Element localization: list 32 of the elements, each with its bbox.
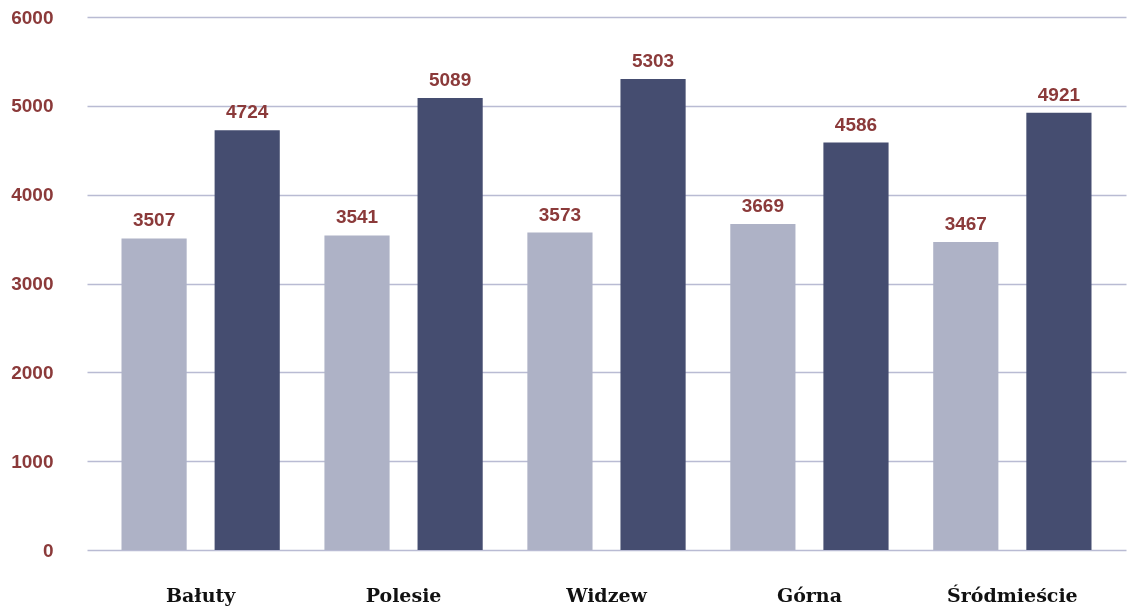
data-label: 4586 [834,113,878,135]
x-tick-label: Górna [776,583,842,606]
y-tick-label: 0 [42,539,54,561]
bar [933,242,999,550]
bar [620,78,686,550]
bar [730,224,796,550]
y-tick-label: 1000 [11,450,54,472]
data-label: 3467 [944,213,987,235]
y-tick-label: 6000 [11,6,54,28]
bar [214,130,280,550]
data-label: 3541 [335,206,379,228]
bar [324,235,390,550]
data-label: 3573 [538,203,582,225]
x-tick-label: Bałuty [165,583,237,606]
data-label: 5303 [631,49,675,71]
y-tick-label: 5000 [11,95,54,117]
y-tick-label: 3000 [11,273,54,294]
bar [1026,112,1092,550]
bar [121,238,187,550]
x-tick-label: Polesie [365,583,442,606]
data-label: 4921 [1037,83,1081,105]
x-tick-label: Śródmieście [947,583,1078,606]
y-tick-label: 2000 [11,361,54,383]
x-tick-label: Widzew [565,583,648,606]
y-tick-label: 4000 [11,184,54,206]
bar [417,97,483,550]
data-label: 3507 [132,209,176,231]
data-label: 4724 [226,101,269,123]
data-label: 3669 [741,195,785,217]
bar [823,142,889,550]
data-label: 5089 [428,68,472,90]
bar [527,232,593,550]
